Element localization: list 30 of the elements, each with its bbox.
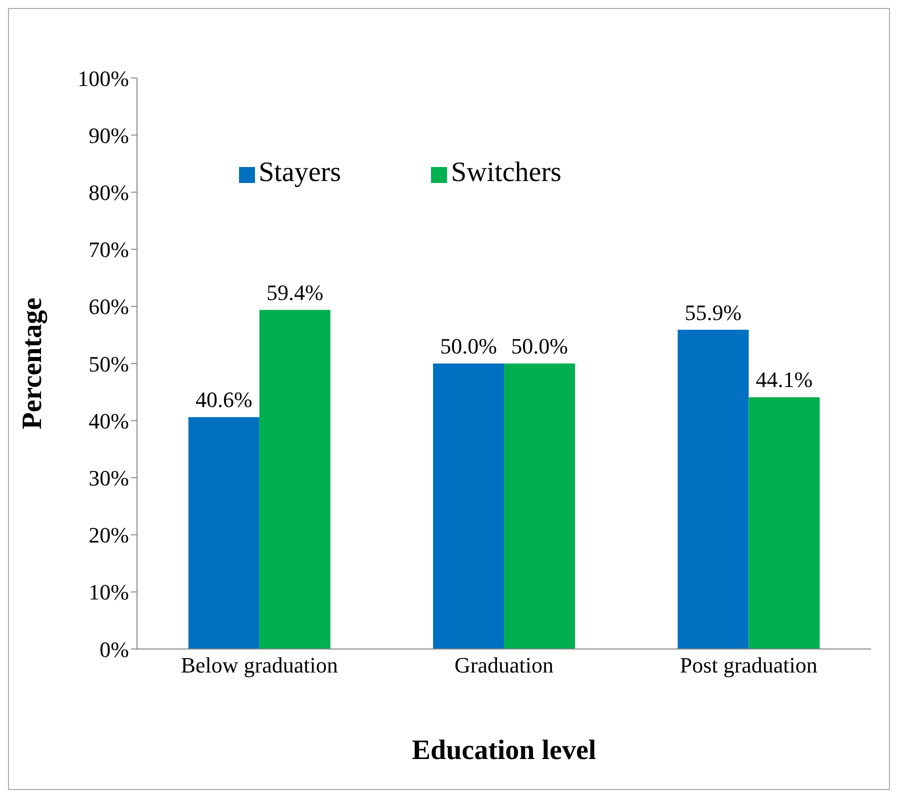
y-tick-label: 70% <box>88 237 129 262</box>
data-label: 50.0% <box>511 334 568 358</box>
bar <box>188 417 260 649</box>
bar <box>433 364 504 649</box>
data-label: 59.4% <box>266 280 324 305</box>
x-axis-title: Education level <box>412 735 596 766</box>
legend-label: Stayers <box>258 157 341 188</box>
data-label: 50.0% <box>440 334 497 358</box>
bar <box>678 330 749 649</box>
legend-label: Switchers <box>451 157 562 188</box>
x-tick-label: Graduation <box>454 652 554 678</box>
data-label: 40.6% <box>195 387 252 412</box>
y-tick-label: 90% <box>88 122 129 148</box>
data-label: 55.9% <box>684 300 742 325</box>
y-tick-label: 40% <box>88 408 129 434</box>
y-tick-label: 10% <box>88 580 129 605</box>
y-tick-label: 0% <box>100 636 129 662</box>
y-axis-title: Percentage <box>16 298 48 430</box>
x-tick-label: Post graduation <box>680 652 818 678</box>
x-tick-label: Below graduation <box>180 652 338 678</box>
y-tick-label: 80% <box>88 180 129 206</box>
bar <box>748 397 820 649</box>
y-tick-label: 20% <box>88 522 129 548</box>
y-tick-label: 30% <box>88 466 129 491</box>
bar <box>259 310 330 649</box>
y-tick-label: 60% <box>88 294 129 320</box>
y-tick-label: 50% <box>88 351 129 376</box>
bar <box>504 364 576 649</box>
y-tick-label: 100% <box>78 66 129 91</box>
data-label: 44.1% <box>756 367 813 392</box>
